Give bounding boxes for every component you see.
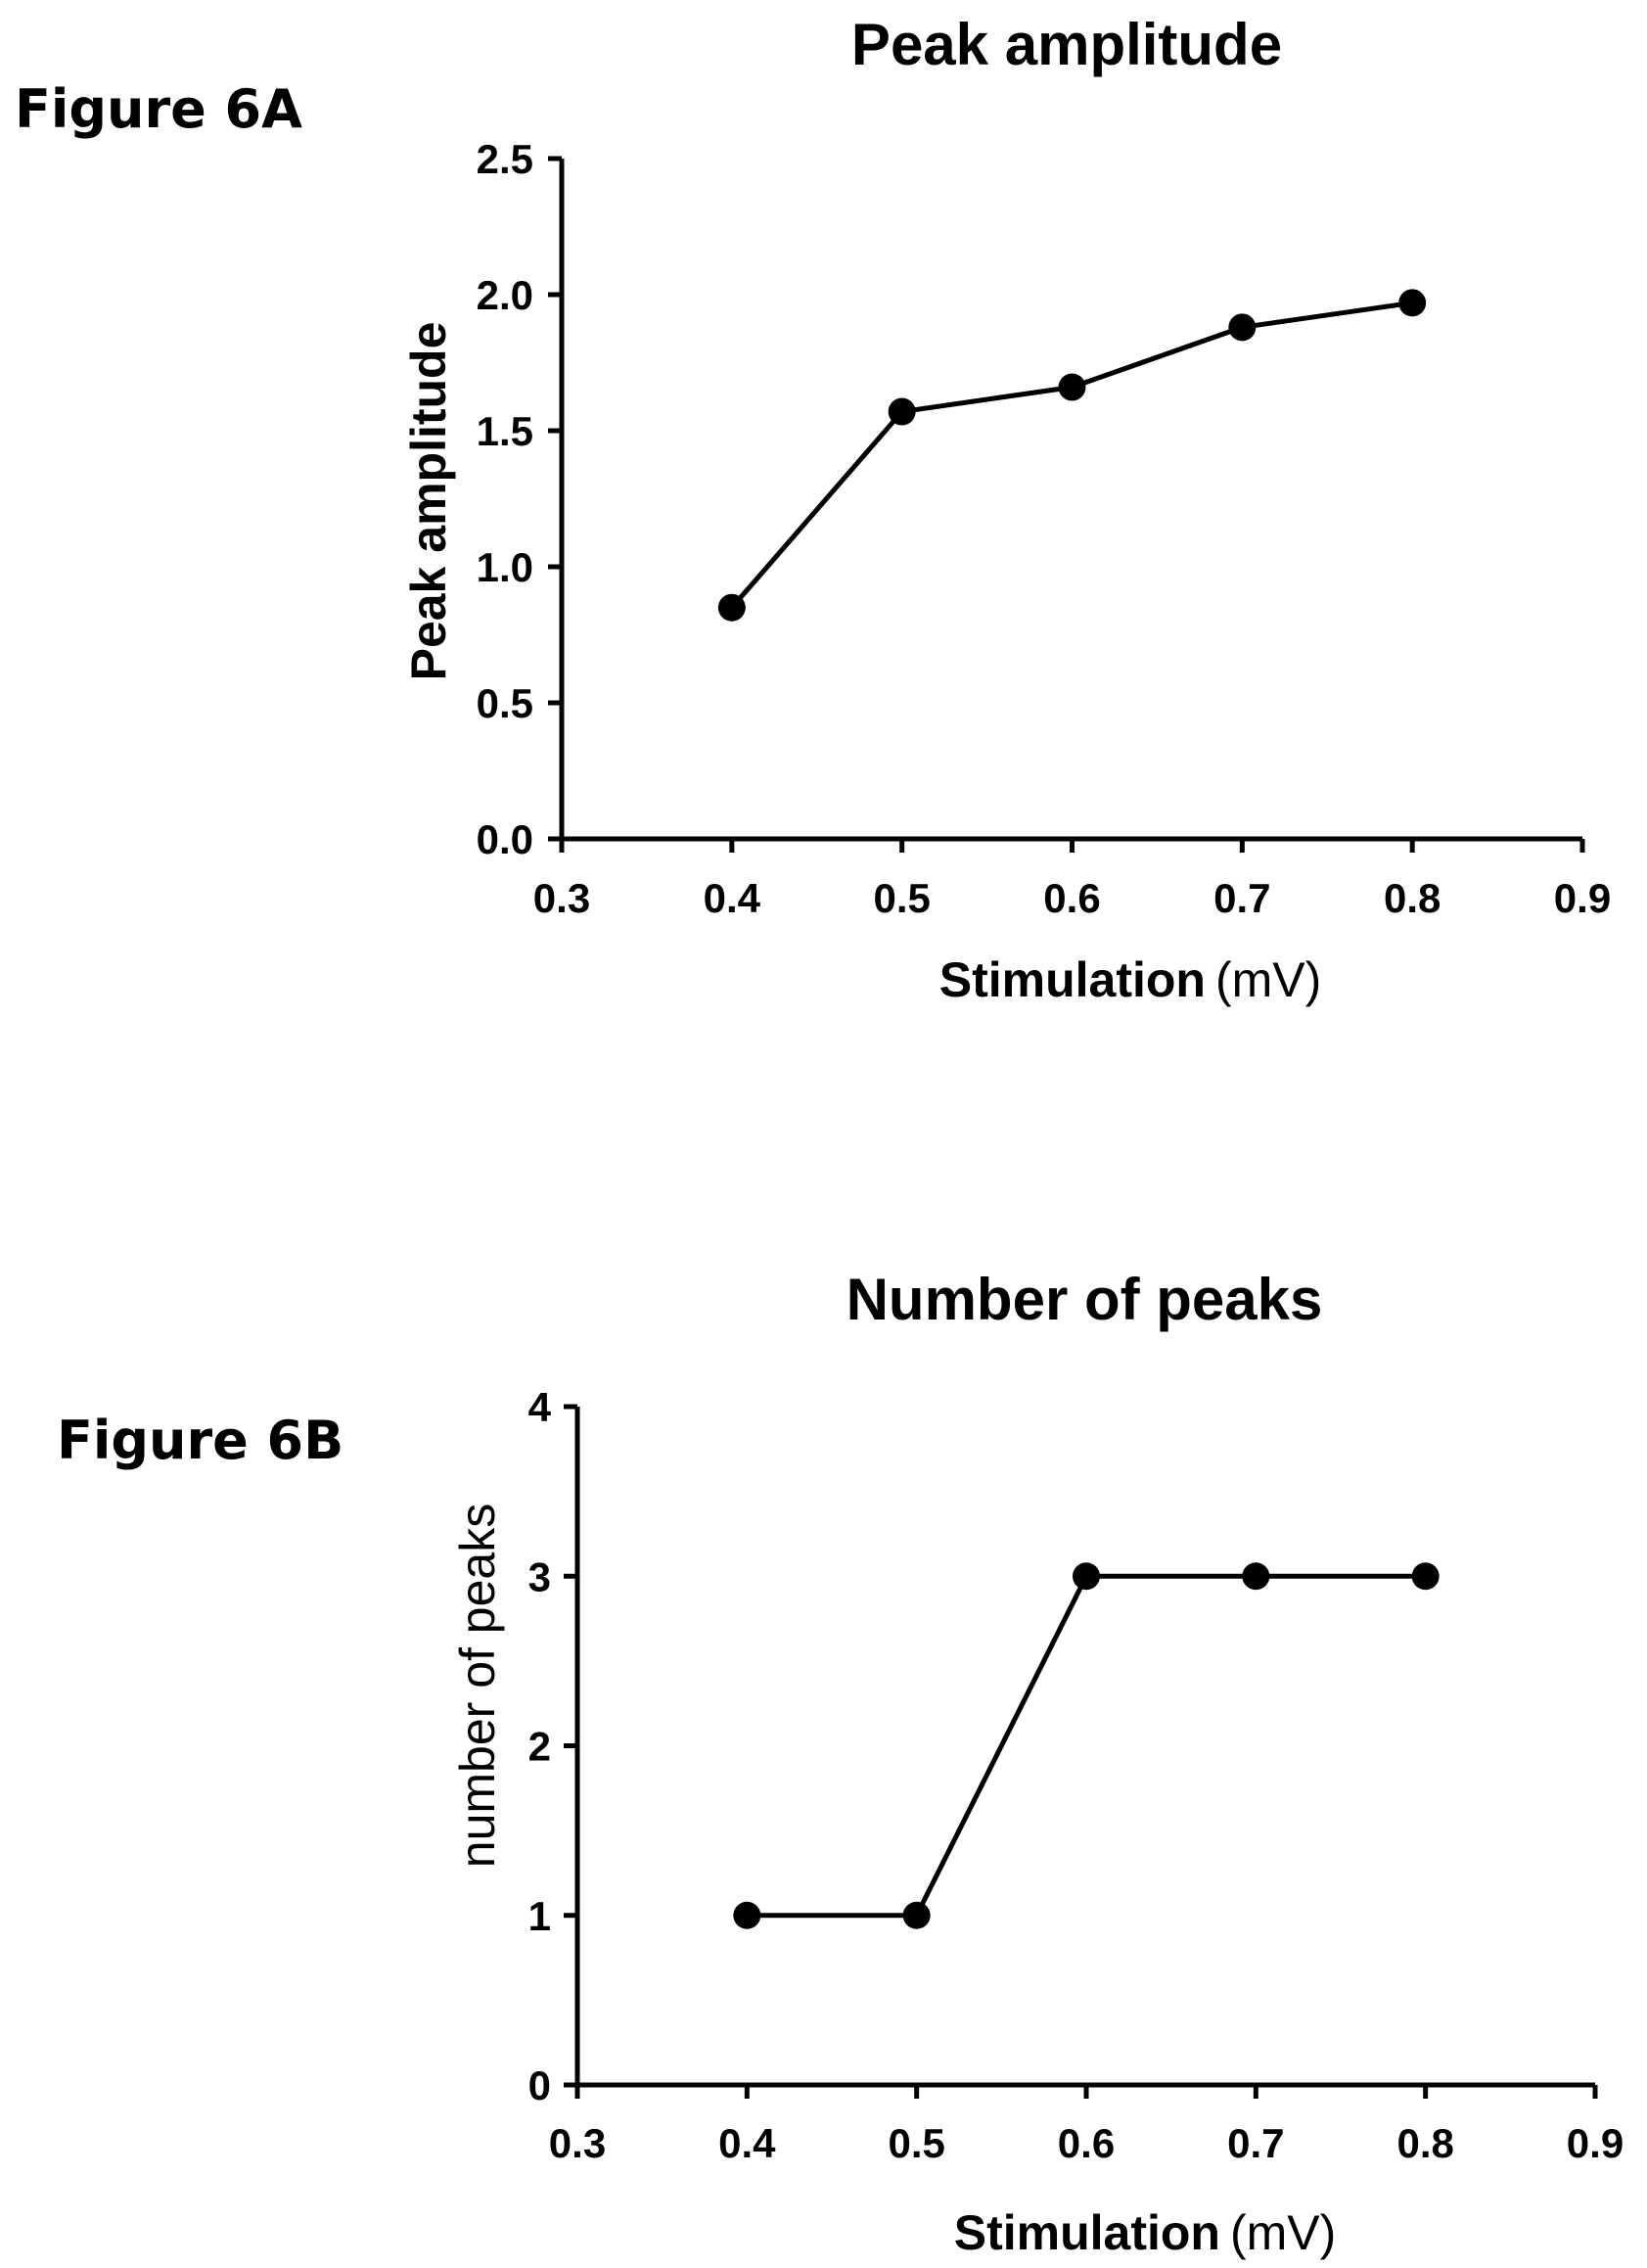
y-axis-ticks: 0 1 2 3 4: [528, 1384, 577, 2108]
data-points: [717, 289, 1427, 622]
data-points: [733, 1562, 1440, 1929]
y-tick-label: 2: [528, 1724, 551, 1770]
y-axis-ticks: 0.0 0.5 1.0 1.5 2.0 2.5: [477, 136, 562, 862]
x-tick-label: 0.8: [1396, 2120, 1453, 2166]
x-axis-label-unit: (mV): [1215, 952, 1321, 1007]
x-tick-label: 0.3: [533, 875, 590, 921]
axes: [559, 159, 1582, 842]
x-axis-label-text: Stimulation: [954, 2205, 1220, 2260]
y-tick-label: 1.0: [477, 544, 533, 590]
y-axis-label: number of peaks: [450, 1504, 505, 1868]
series-line: [747, 1573, 1426, 1919]
x-tick-label: 0.9: [1554, 875, 1611, 921]
y-axis-label: Peak amplitude: [401, 322, 456, 681]
y-tick-label: 1.5: [477, 408, 533, 454]
peak-amplitude-chart: Peak amplitude 0.0 0.5 1.0 1.5 2.0 2.5 0.3 0.4…: [401, 12, 1611, 1007]
number-of-peaks-chart: Number of peaks 0 1 2 3 4 0.3 0.4 0.5 0.6 0.7 0.8…: [450, 1267, 1624, 2260]
x-axis-ticks: 0.3 0.4 0.5 0.6 0.7 0.8 0.9: [533, 839, 1611, 921]
data-point: [1228, 313, 1257, 342]
data-point: [733, 1901, 761, 1929]
data-point: [1242, 1562, 1270, 1591]
figure-6b-label: Figure 6B: [57, 1410, 344, 1471]
y-tick-label: 0.0: [477, 816, 533, 862]
x-tick-label: 0.8: [1384, 875, 1441, 921]
figure-6a-label: Figure 6A: [15, 78, 302, 140]
data-point: [888, 397, 916, 426]
y-tick-label: 1: [528, 1893, 551, 1939]
x-axis-ticks: 0.3 0.4 0.5 0.6 0.7 0.8 0.9: [549, 2085, 1624, 2166]
chart-title: Peak amplitude: [851, 12, 1282, 77]
x-tick-label: 0.5: [873, 875, 930, 921]
data-point: [717, 593, 746, 622]
data-point: [1411, 1562, 1440, 1591]
data-point: [1073, 1562, 1100, 1591]
data-point: [1058, 373, 1086, 401]
x-tick-label: 0.4: [704, 875, 761, 921]
x-tick-label: 0.9: [1567, 2120, 1624, 2166]
axes: [574, 1407, 1595, 2088]
data-point: [902, 1901, 931, 1929]
x-tick-label: 0.6: [1058, 2120, 1115, 2166]
x-tick-label: 0.3: [549, 2120, 606, 2166]
chart-title: Number of peaks: [846, 1267, 1323, 1332]
x-tick-label: 0.4: [718, 2120, 776, 2166]
y-tick-label: 0.5: [477, 680, 533, 726]
x-axis-label-text: Stimulation: [939, 952, 1206, 1007]
y-tick-label: 2.5: [477, 136, 533, 182]
y-tick-label: 0: [528, 2062, 551, 2108]
x-tick-label: 0.6: [1043, 875, 1100, 921]
x-tick-label: 0.5: [888, 2120, 944, 2166]
x-axis-label: Stimulation (mV): [954, 2205, 1337, 2260]
data-point: [1398, 289, 1427, 317]
x-axis-label: Stimulation (mV): [939, 952, 1322, 1007]
y-tick-label: 2.0: [477, 272, 533, 318]
series-line: [729, 300, 1413, 610]
x-tick-label: 0.7: [1227, 2120, 1284, 2166]
y-tick-label: 3: [528, 1553, 551, 1599]
y-tick-label: 4: [528, 1384, 552, 1430]
x-axis-label-unit: (mV): [1230, 2205, 1336, 2260]
x-tick-label: 0.7: [1213, 875, 1270, 921]
